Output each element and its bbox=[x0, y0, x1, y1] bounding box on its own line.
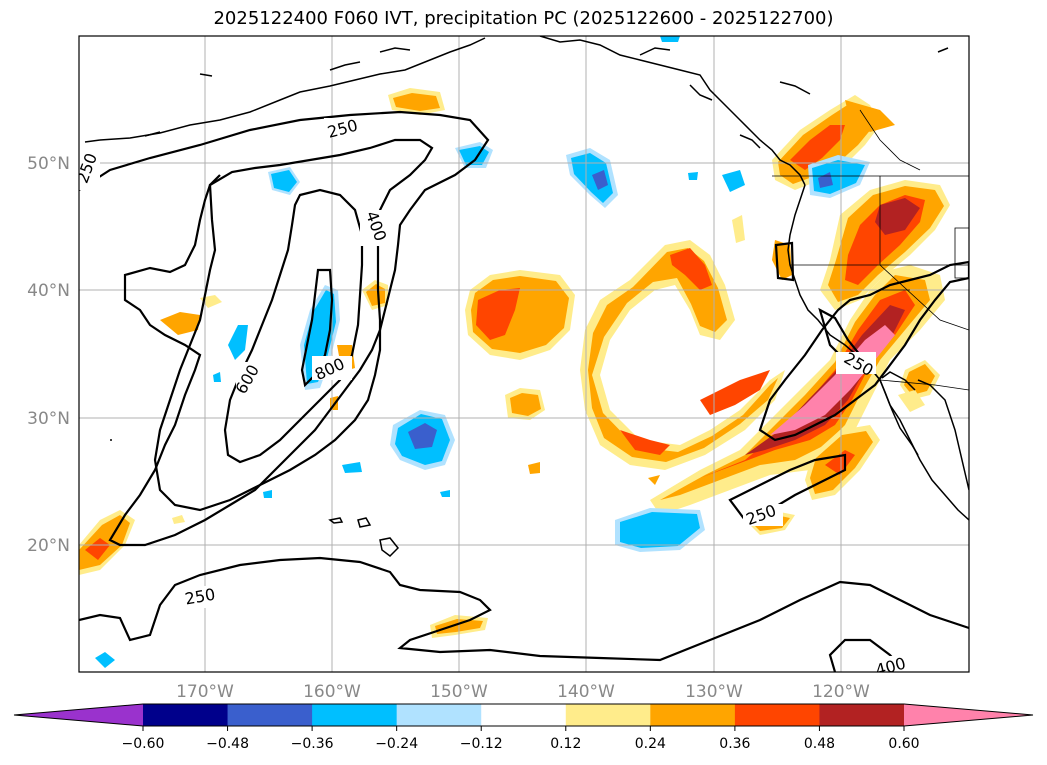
lon-label-120w: 120°W bbox=[812, 682, 870, 702]
map-title: 2025122400 F060 IVT, precipitation PC (2… bbox=[213, 8, 834, 29]
lat-label-20n: 20°N bbox=[27, 536, 70, 556]
colorbar-extend-low bbox=[14, 704, 143, 726]
colorbar-tick-label: −0.36 bbox=[291, 736, 334, 752]
colorbar-segment bbox=[734, 704, 820, 726]
lon-label-130w: 130°W bbox=[685, 682, 743, 702]
colorbar-segment bbox=[396, 704, 482, 726]
colorbar-segment bbox=[650, 704, 736, 726]
colorbar-segment bbox=[312, 704, 398, 726]
colorbar-segment bbox=[565, 704, 651, 726]
colorbar-extend-high bbox=[904, 704, 1033, 726]
lat-label-40n: 40°N bbox=[27, 281, 70, 301]
lon-label-160w: 160°W bbox=[303, 682, 361, 702]
graticule bbox=[79, 36, 969, 672]
colorbar-tick-label: 0.60 bbox=[888, 736, 919, 752]
contour-label-400-south: 400 bbox=[873, 654, 907, 680]
colorbar-tick-label: −0.24 bbox=[375, 736, 418, 752]
colorbar-segment bbox=[143, 704, 229, 726]
ivt-contour-250-south bbox=[79, 556, 969, 662]
colorbar-segment bbox=[481, 704, 567, 726]
colorbar-tick-label: −0.60 bbox=[122, 736, 165, 752]
colorbar-tick-label: −0.48 bbox=[206, 736, 249, 752]
lon-label-170w: 170°W bbox=[176, 682, 234, 702]
colorbar-tick-label: −0.12 bbox=[460, 736, 503, 752]
lon-label-140w: 140°W bbox=[557, 682, 615, 702]
ivt-contour-400 bbox=[153, 138, 434, 512]
longitude-labels: 170°W 160°W 150°W 140°W 130°W 120°W bbox=[176, 682, 870, 702]
coastlines bbox=[84, 36, 969, 557]
colorbar-segment bbox=[227, 704, 313, 726]
ivt-contour-800 bbox=[300, 268, 334, 388]
lon-label-150w: 150°W bbox=[430, 682, 488, 702]
lat-label-50n: 50°N bbox=[27, 154, 70, 174]
lat-label-30n: 30°N bbox=[27, 409, 70, 429]
ivt-contours bbox=[79, 110, 969, 672]
colorbar-tick-label: 0.12 bbox=[550, 736, 581, 752]
latitude-labels: 50°N 40°N 30°N 20°N bbox=[27, 154, 70, 556]
colorbar-tick-label: 0.48 bbox=[804, 736, 835, 752]
precip-shading bbox=[79, 36, 950, 668]
map-frame bbox=[78, 35, 970, 673]
colorbar-tick-label: 0.24 bbox=[635, 736, 666, 752]
ivt-contour-250-west bbox=[79, 110, 490, 547]
colorbar-tick-label: 0.36 bbox=[719, 736, 750, 752]
colorbar: −0.60 −0.48 −0.36 −0.24 −0.12 0.12 0.24 0.36 0.4… bbox=[13, 703, 1034, 752]
colorbar-segment bbox=[819, 704, 905, 726]
